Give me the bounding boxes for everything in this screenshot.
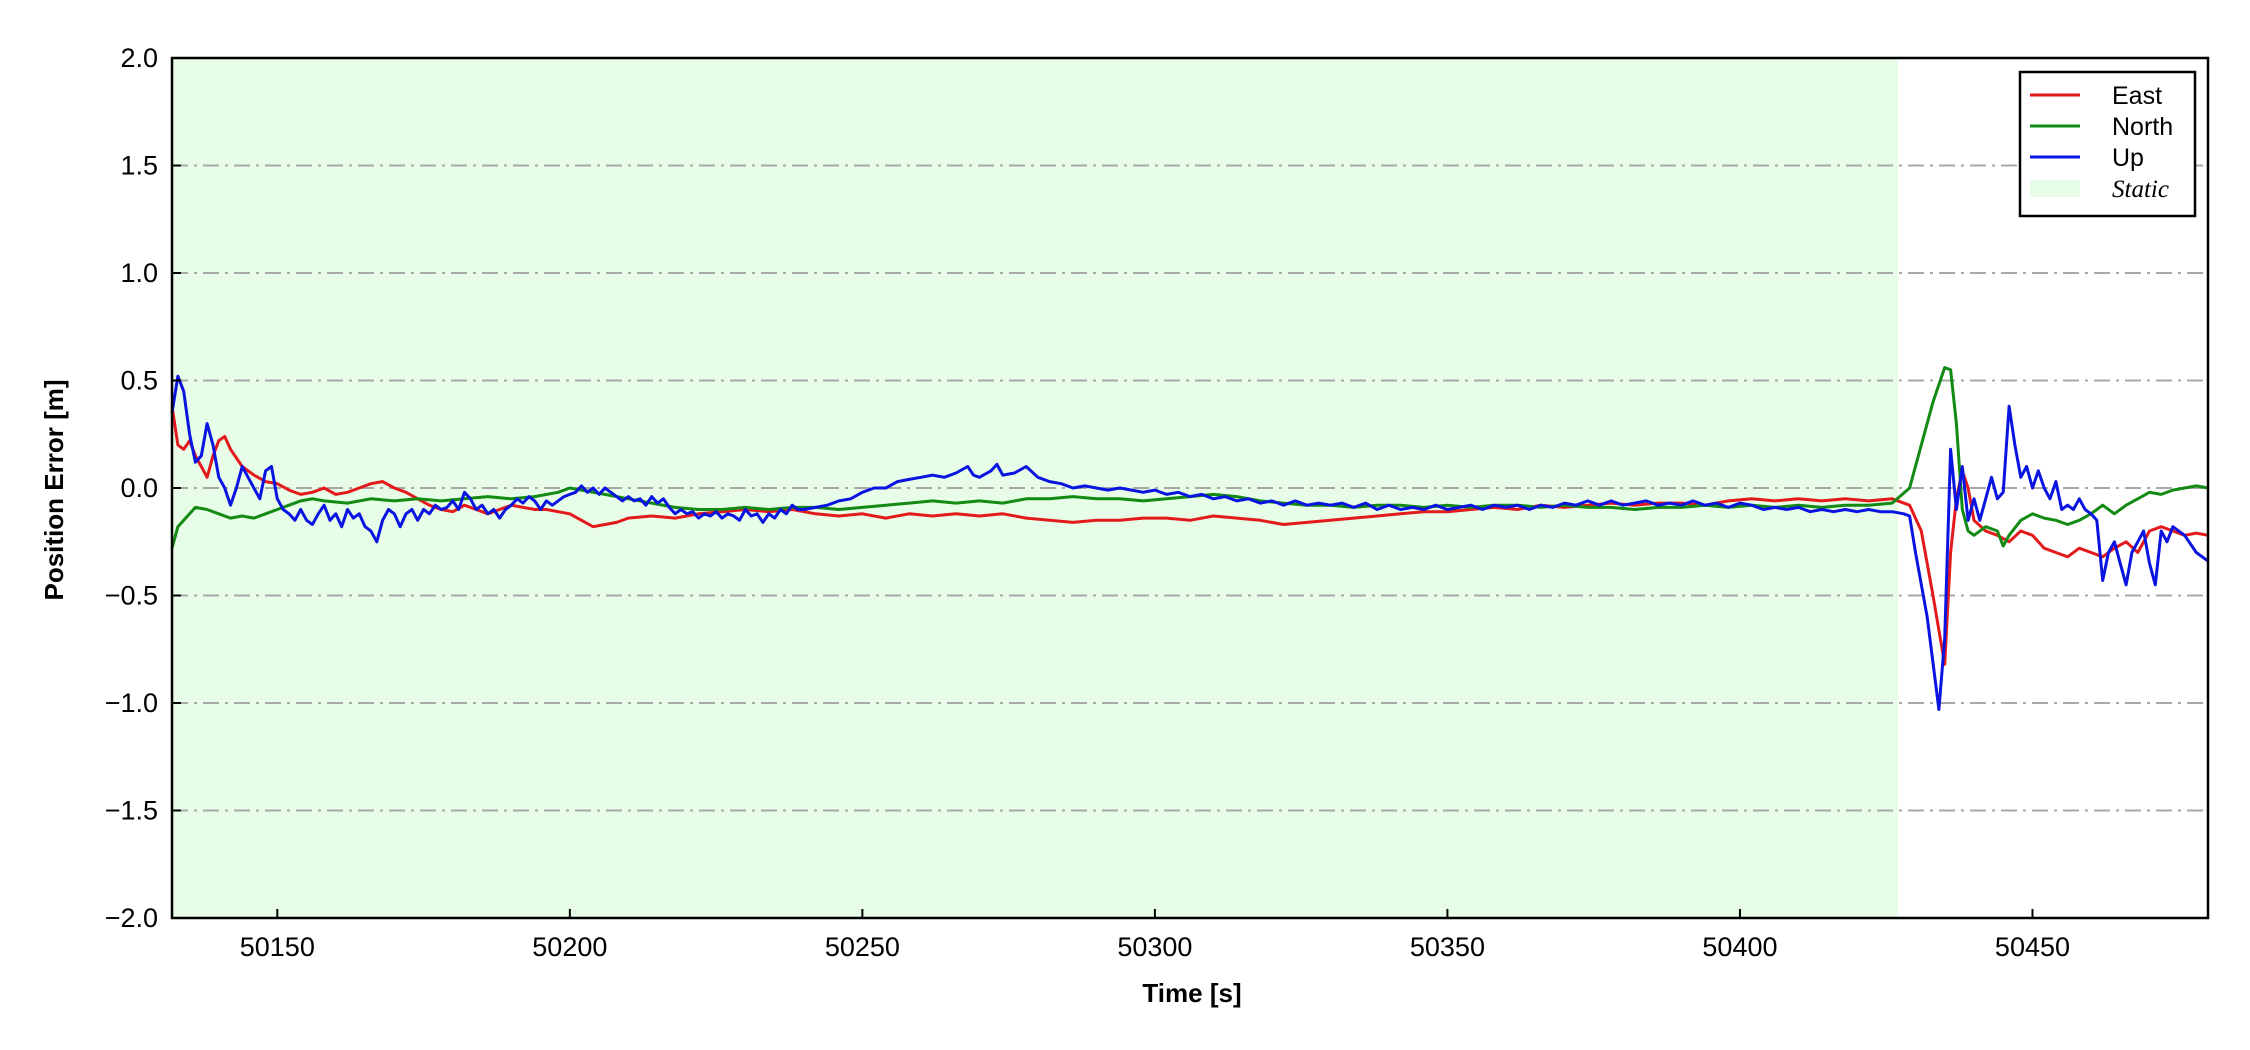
legend-label-east: East	[2112, 82, 2162, 110]
series-line-east	[170, 406, 2209, 666]
legend-label-north: North	[2112, 113, 2173, 141]
y-tick-label: 0.5	[120, 366, 158, 396]
series-line-up	[170, 374, 2209, 711]
y-tick-label: 2.0	[120, 43, 158, 73]
y-tick-label: −0.5	[105, 581, 158, 611]
x-tick-label: 50400	[1702, 932, 1777, 962]
series-layer	[170, 366, 2209, 711]
y-tick-label: 1.0	[120, 258, 158, 288]
legend: East North Up Static	[2018, 70, 2197, 218]
legend-swatch-static	[2030, 180, 2080, 197]
x-tick-label: 50200	[532, 932, 607, 962]
y-tick-label: −1.5	[105, 796, 158, 826]
x-tick-label: 50450	[1995, 932, 2070, 962]
legend-label-static: Static	[2112, 176, 2169, 203]
y-tick-label: 1.5	[120, 151, 158, 181]
x-tick-label: 50250	[825, 932, 900, 962]
grid-layer	[172, 164, 2208, 812]
ticks-layer: 50150 50200 50250 50300 50350 50400 50450 2.0 1.…	[105, 43, 2070, 962]
x-tick-label: 50300	[1117, 932, 1192, 962]
x-axis-label: Time [s]	[1142, 978, 1241, 1008]
y-tick-label: −2.0	[105, 903, 158, 933]
legend-label-up: Up	[2112, 144, 2144, 172]
x-tick-label: 50150	[240, 932, 315, 962]
y-axis-label: Position Error [m]	[39, 379, 69, 600]
x-tick-label: 50350	[1410, 932, 1485, 962]
y-tick-label: 0.0	[120, 473, 158, 503]
y-tick-label: −1.0	[105, 688, 158, 718]
